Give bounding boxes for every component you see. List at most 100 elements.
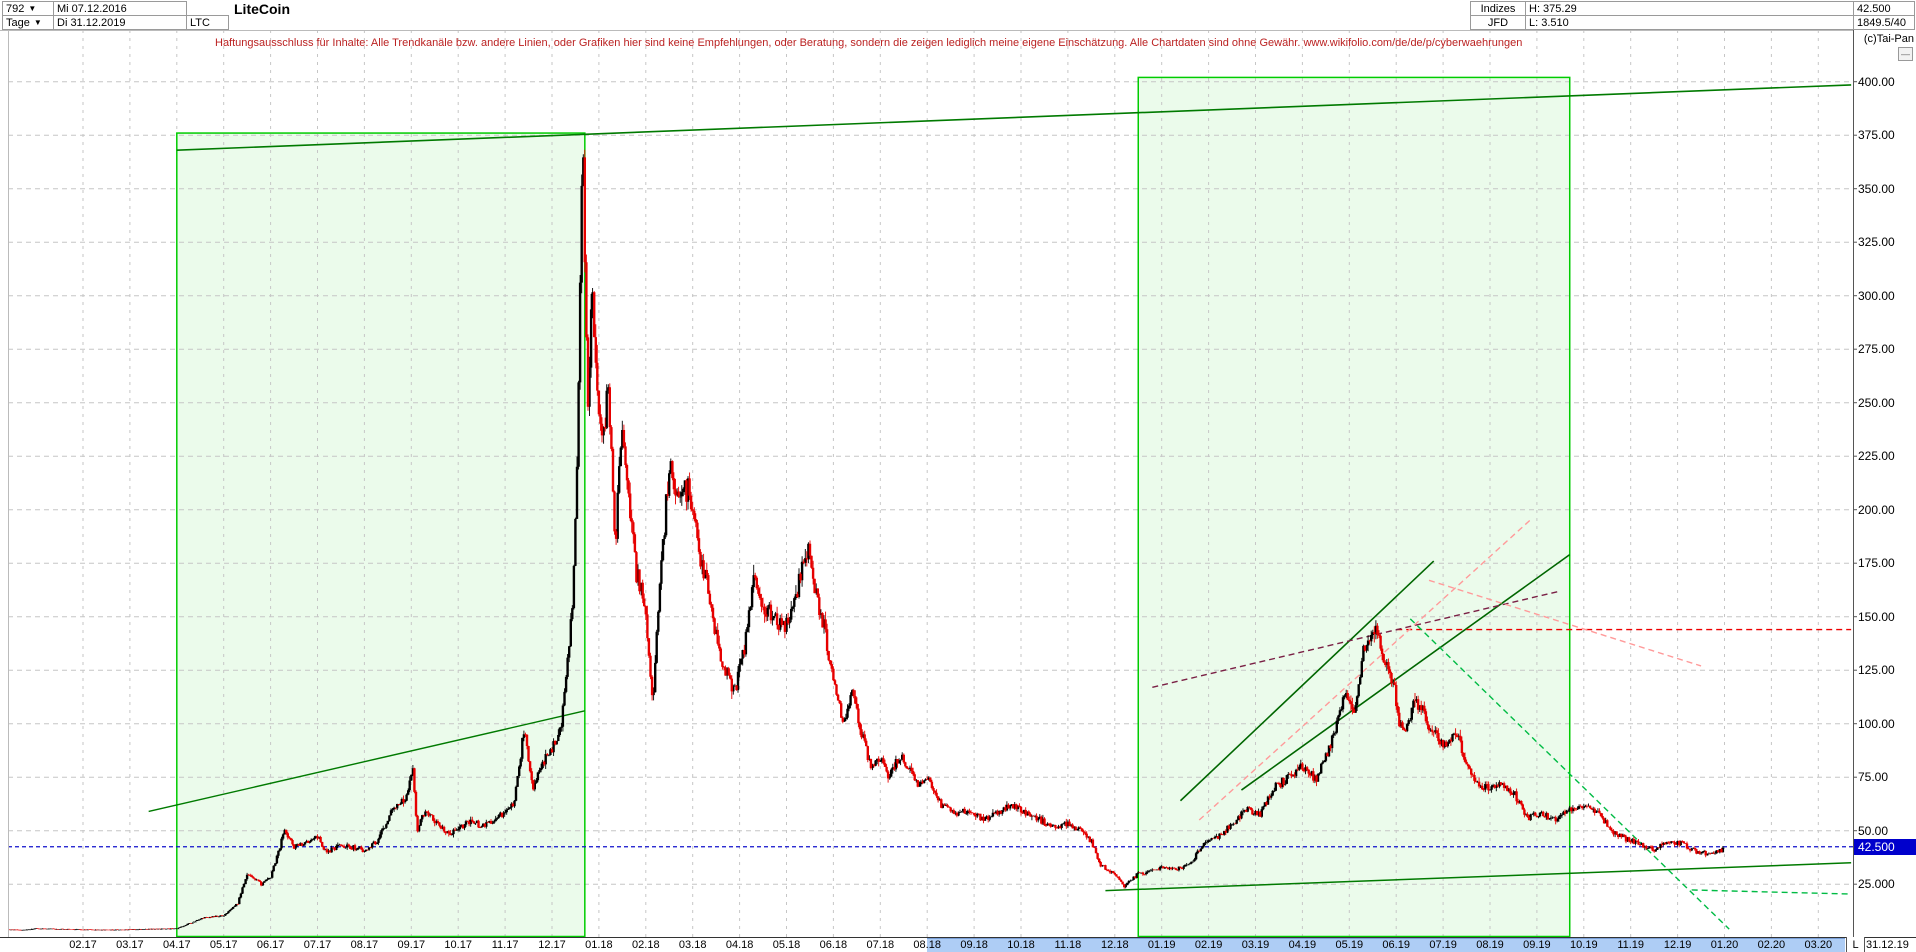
x-axis-label: 12.18 — [1101, 939, 1129, 951]
x-axis-label: 10.19 — [1570, 939, 1598, 951]
copyright-label: (c)Tai-Pan — [1853, 31, 1916, 46]
x-axis-label: 03.20 — [1804, 939, 1833, 951]
y-axis-label: 350.00 — [1858, 181, 1895, 196]
y-axis-label: 75.00 — [1858, 770, 1889, 785]
date-to-cell: Di 31.12.2019 — [53, 15, 187, 30]
last-price: 42.500 — [1857, 2, 1891, 15]
x-axis-label: 04.18 — [725, 939, 754, 951]
last-bar-marker: L — [1852, 938, 1859, 951]
green-falling-dashed — [1409, 618, 1730, 930]
x-axis-label: 11.17 — [491, 939, 519, 951]
x-axis-label: 09.17 — [397, 939, 426, 951]
symbol: LTC — [190, 16, 210, 29]
y-axis-label: 50.00 — [1858, 823, 1889, 838]
x-axis-label: 08.17 — [350, 939, 379, 951]
zoom-box-2019-fill — [1138, 77, 1570, 938]
indizes-label: Indizes — [1480, 2, 1516, 15]
broker-cell: JFD — [1470, 15, 1526, 30]
y-axis-label: 25.000 — [1858, 877, 1895, 892]
zoom-box-2017-fill — [176, 133, 585, 937]
date-from-cell: Mi 07.12.2016 — [53, 1, 187, 16]
x-axis-label: 12.19 — [1663, 939, 1692, 951]
high-cell: H: 375.29 — [1525, 1, 1854, 16]
x-axis-label: 02.20 — [1757, 939, 1786, 951]
chevron-down-icon: ▼ — [28, 3, 37, 13]
x-axis-label: 04.19 — [1288, 939, 1317, 951]
lower-channel-2017 — [148, 710, 585, 813]
date-from: Mi 07.12.2016 — [57, 2, 127, 15]
down-candle-bodies — [8, 157, 1723, 931]
x-axis-label: 07.17 — [303, 939, 332, 951]
x-axis-label: 12.17 — [538, 939, 566, 951]
x-axis-label: 03.18 — [678, 939, 707, 951]
x-axis-label: 01.19 — [1147, 939, 1176, 951]
y-axis-label: 100.00 — [1858, 716, 1895, 731]
y-axis-label: 225.00 — [1858, 449, 1895, 464]
y-axis-label: 400.00 — [1858, 74, 1895, 89]
x-axis-label: 01.20 — [1710, 939, 1739, 951]
zoom-box-2019 — [1137, 76, 1571, 938]
x-axis-label: 08.19 — [1476, 939, 1504, 951]
low-value: L: 3.510 — [1529, 16, 1569, 29]
x-axis-label: 10.17 — [444, 939, 472, 951]
minimize-icon: — — [1901, 49, 1910, 59]
x-axis-label: 06.17 — [256, 939, 285, 951]
x-axis-label: 09.18 — [960, 939, 988, 951]
indizes-cell: Indizes — [1470, 1, 1526, 16]
y-axis-label: 375.00 — [1858, 128, 1895, 143]
x-axis-label: 07.19 — [1429, 939, 1457, 951]
pink-falling-dashed — [1428, 579, 1702, 667]
x-axis-label: 06.18 — [819, 939, 848, 951]
x-axis-label: 11.18 — [1054, 939, 1082, 951]
last-bar-marker-cell: L — [1846, 937, 1865, 952]
collapse-button[interactable]: — — [1898, 47, 1913, 61]
period-value: Tage — [6, 16, 30, 29]
x-axis-label: 04.17 — [163, 939, 191, 951]
x-axis-label: 02.19 — [1194, 939, 1223, 951]
x-axis-label: 06.19 — [1382, 939, 1410, 951]
x-axis-label: 09.19 — [1523, 939, 1551, 951]
upper-channel-long — [176, 84, 1852, 151]
x-axis-label: 10.18 — [1007, 939, 1035, 951]
x-axis-label: 01.18 — [585, 939, 613, 951]
bars-count-dropdown[interactable]: 792 ▼ — [2, 1, 54, 16]
disclaimer-text: Haftungsausschluss für Inhalte: Alle Tre… — [215, 37, 1523, 49]
x-axis-label: 02.17 — [69, 939, 97, 951]
low-cell: L: 3.510 — [1525, 15, 1854, 30]
steep-trend-2019-a — [1179, 560, 1435, 802]
x-axis-label: 05.19 — [1335, 939, 1364, 951]
plot-left-border — [8, 30, 9, 937]
x-axis-label: 05.17 — [209, 939, 238, 951]
green-flat-support-dashed — [1691, 889, 1852, 895]
plot-top-border — [0, 30, 1853, 31]
broker-label: JFD — [1487, 16, 1509, 29]
price-axis-line — [1853, 30, 1854, 952]
long-support-rising — [1105, 862, 1852, 892]
x-axis-label: 11.19 — [1617, 939, 1645, 951]
x-axis-label: 02.18 — [632, 939, 660, 951]
x-range-highlight — [927, 938, 1846, 952]
x-axis-label: 03.17 — [116, 939, 144, 951]
high-value: H: 375.29 — [1529, 2, 1577, 15]
price-marker-badge: 42.500 — [1854, 839, 1916, 855]
x-axis-label: 08.18 — [913, 939, 941, 951]
period-dropdown[interactable]: Tage ▼ — [2, 15, 54, 30]
y-axis-label: 275.00 — [1858, 342, 1895, 357]
zoom-box-2017 — [176, 132, 586, 938]
bars-count-value: 792 — [6, 2, 25, 15]
pink-steep-dashed — [1198, 517, 1533, 821]
y-axis-label: 175.00 — [1858, 556, 1895, 571]
y-axis-label: 200.00 — [1858, 502, 1895, 517]
price-marker-value: 42.500 — [1858, 840, 1895, 854]
quote-info: 1849.5/40 — [1857, 16, 1906, 29]
chevron-down-icon: ▼ — [33, 17, 42, 27]
trend-2019-b — [1240, 553, 1571, 791]
up-candle-bodies — [9, 157, 1725, 931]
y-axis-label: 125.00 — [1858, 663, 1895, 678]
chart-title: LiteCoin — [234, 1, 290, 17]
x-axis-label: 05.18 — [772, 939, 801, 951]
copyright-text: (c)Tai-Pan — [1863, 32, 1914, 45]
y-axis-label: 325.00 — [1858, 235, 1895, 250]
